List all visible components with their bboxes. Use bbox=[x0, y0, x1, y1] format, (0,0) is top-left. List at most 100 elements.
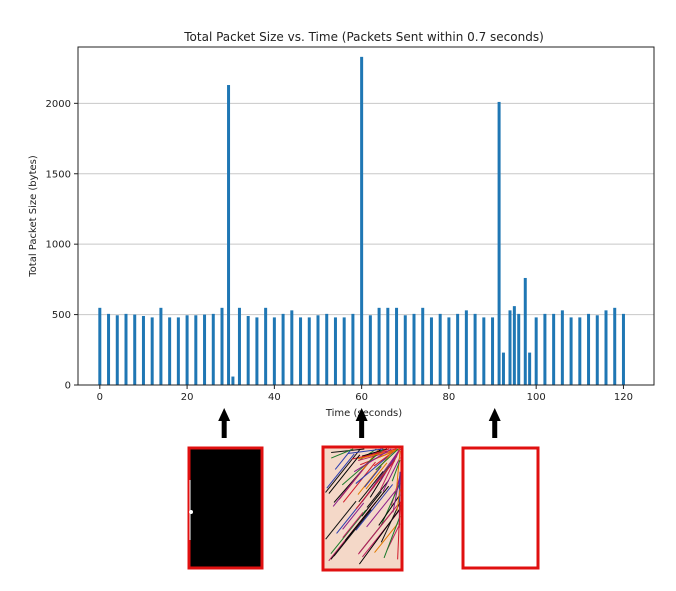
bar-63 bbox=[613, 307, 617, 385]
y-tick-label: 0 bbox=[65, 381, 71, 392]
plot-frame bbox=[77, 46, 655, 386]
arrow-3 bbox=[488, 408, 501, 438]
bar-40 bbox=[438, 313, 442, 385]
scribble-line bbox=[391, 460, 401, 482]
y-tick-label: 2000 bbox=[46, 99, 71, 110]
bar-56 bbox=[552, 313, 556, 385]
arrow-2-shaft bbox=[359, 420, 365, 438]
x-ticks: 0 20 40 60 80 100 120 bbox=[97, 385, 633, 403]
scribble-line bbox=[396, 450, 401, 489]
bar-7 bbox=[159, 307, 163, 385]
arrow-3-head bbox=[488, 408, 501, 421]
y-tick-label: 500 bbox=[52, 310, 71, 321]
scribble-line bbox=[334, 449, 352, 470]
bar-1 bbox=[107, 313, 111, 385]
bar-59 bbox=[578, 317, 582, 385]
bar-23 bbox=[290, 310, 294, 385]
bar-35 bbox=[395, 307, 399, 385]
bar-24 bbox=[299, 317, 303, 385]
bar-27 bbox=[325, 313, 329, 385]
bar-29 bbox=[342, 317, 346, 385]
bar-8 bbox=[168, 317, 172, 385]
scribble-line bbox=[361, 491, 382, 517]
arrow-1-head bbox=[218, 408, 231, 421]
arrows bbox=[218, 408, 501, 438]
x-tick-label: 0 bbox=[97, 392, 103, 403]
arrow-2 bbox=[355, 408, 368, 438]
bar-3 bbox=[124, 313, 128, 385]
bar-39 bbox=[429, 317, 433, 385]
bar-42 bbox=[456, 313, 460, 385]
bar-50 bbox=[512, 306, 516, 385]
scribble-line bbox=[342, 502, 365, 530]
x-tick-label: 120 bbox=[614, 392, 633, 403]
scribble-line bbox=[347, 448, 384, 454]
bar-2 bbox=[115, 315, 119, 385]
scribble-line bbox=[396, 489, 401, 511]
bar-43 bbox=[464, 310, 468, 385]
bar-31 bbox=[360, 56, 364, 385]
scribble-line bbox=[375, 448, 399, 471]
panel-scribble bbox=[321, 445, 404, 572]
scribble-line bbox=[379, 448, 401, 491]
bar-33 bbox=[377, 307, 381, 385]
x-tick-label: 20 bbox=[181, 392, 194, 403]
bar-21 bbox=[272, 317, 276, 385]
scribble-line bbox=[342, 512, 364, 538]
bar-38 bbox=[421, 307, 425, 385]
bar-14 bbox=[220, 307, 224, 385]
arrow-1-shaft bbox=[221, 420, 227, 438]
bar-61 bbox=[595, 315, 599, 385]
scribble-line bbox=[355, 484, 394, 531]
scribble-line bbox=[342, 461, 376, 503]
scribble-line bbox=[365, 462, 388, 490]
bar-37 bbox=[412, 313, 416, 385]
scribble-line bbox=[328, 454, 361, 494]
scribble-line bbox=[366, 491, 396, 528]
bar-0 bbox=[98, 307, 102, 385]
bar-17 bbox=[237, 307, 241, 385]
bar-36 bbox=[403, 315, 407, 385]
scribble-line bbox=[357, 452, 392, 495]
bar-6 bbox=[150, 317, 154, 385]
scribble-line bbox=[326, 453, 355, 489]
bar-10 bbox=[185, 315, 189, 385]
bar-5 bbox=[141, 315, 145, 385]
bar-32 bbox=[368, 315, 372, 385]
grid-lines bbox=[78, 102, 654, 316]
bar-28 bbox=[333, 317, 337, 385]
y-tick-label: 1000 bbox=[46, 240, 71, 251]
bar-12 bbox=[203, 314, 207, 385]
bar-30 bbox=[351, 313, 355, 385]
bar-18 bbox=[246, 315, 250, 385]
scribble-line bbox=[353, 448, 392, 473]
x-tick-label: 60 bbox=[355, 392, 368, 403]
scribble-line bbox=[357, 448, 401, 460]
scribble-line bbox=[331, 448, 354, 459]
bar-9 bbox=[176, 317, 180, 385]
bar-52 bbox=[523, 277, 527, 385]
bar-58 bbox=[569, 317, 573, 385]
arrow-2-head bbox=[355, 408, 368, 421]
bar-46 bbox=[491, 317, 495, 385]
bar-11 bbox=[194, 315, 198, 385]
bar-54 bbox=[534, 317, 538, 385]
bar-4 bbox=[133, 314, 137, 385]
bar-47 bbox=[497, 101, 501, 386]
scribble-line bbox=[344, 485, 390, 541]
scribble-line bbox=[374, 523, 399, 553]
y-axis-label: Total Packet Size (bytes) bbox=[28, 155, 39, 278]
scribble-line bbox=[398, 501, 401, 528]
bar-57 bbox=[560, 310, 564, 385]
bar-34 bbox=[386, 307, 390, 385]
x-tick-label: 40 bbox=[268, 392, 281, 403]
bar-19 bbox=[255, 317, 259, 385]
bars bbox=[98, 56, 625, 386]
bar-45 bbox=[482, 317, 486, 385]
bar-44 bbox=[473, 313, 477, 385]
scribble-line bbox=[325, 448, 361, 493]
bar-15 bbox=[227, 85, 231, 386]
bar-48 bbox=[501, 352, 505, 385]
scribble-line bbox=[383, 515, 401, 559]
